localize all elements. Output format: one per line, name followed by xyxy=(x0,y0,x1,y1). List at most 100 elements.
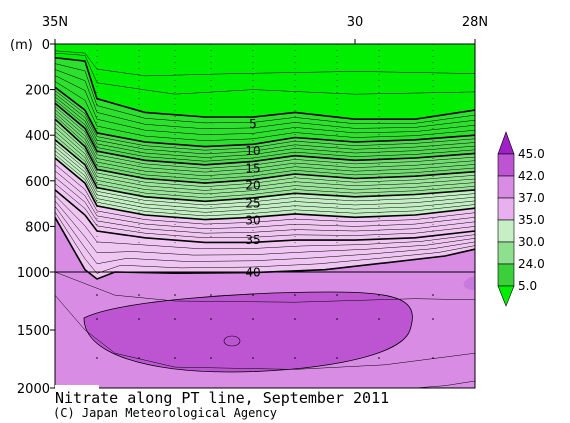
thin-contour-line xyxy=(54,50,476,77)
thin-contour-line xyxy=(54,112,476,177)
thin-contour-line xyxy=(54,131,476,195)
thin-contour-line xyxy=(54,75,476,135)
y-tick-label: 800 xyxy=(25,220,50,235)
station-dot xyxy=(336,318,338,320)
contour-fill xyxy=(55,44,475,388)
station-dot xyxy=(252,318,254,320)
contour-lines xyxy=(54,50,476,389)
station-dot xyxy=(336,357,338,359)
y-tick-label: 2000 xyxy=(17,382,50,397)
colorbar-swatch xyxy=(497,175,515,199)
axis-gap-mark xyxy=(55,385,99,389)
station-dot xyxy=(138,357,140,359)
thin-contour-line xyxy=(414,380,476,389)
contour-20 xyxy=(54,118,476,184)
contour-35 xyxy=(54,189,476,244)
x-tick-label: 30 xyxy=(347,15,364,30)
station-dot xyxy=(210,294,212,296)
thin-contour-line xyxy=(54,127,476,191)
contour-10 xyxy=(54,86,476,148)
colorbar-swatch xyxy=(497,241,515,265)
thin-contour-line xyxy=(54,123,476,187)
thin-contour-line xyxy=(54,90,476,151)
x-tick-label: 35N xyxy=(42,15,68,30)
contour-label: 20 xyxy=(245,178,260,192)
y-tick-label: 400 xyxy=(25,129,50,144)
station-dot xyxy=(210,318,212,320)
credit-text: (C) Japan Meteorological Agency xyxy=(53,406,277,420)
y-tick-label: 1000 xyxy=(17,266,50,281)
station-dot xyxy=(174,294,176,296)
contour-label: 35 xyxy=(245,233,260,247)
y-tick-label: 0 xyxy=(42,38,50,53)
thin-contour-line xyxy=(54,93,476,155)
contour-30 xyxy=(54,157,476,221)
station-dot xyxy=(378,318,380,320)
station-dot xyxy=(432,294,434,296)
station-dot xyxy=(138,318,140,320)
colorbar-label: 30.0 xyxy=(518,235,545,249)
thin-contour-line xyxy=(54,69,476,130)
station-dot xyxy=(252,294,254,296)
thin-contour-line xyxy=(54,206,476,265)
station-dot xyxy=(96,318,98,320)
axes: (m) 0 200 400 600 800 1000 1500 2000 35N 30 28N xyxy=(10,15,488,397)
colorbar: 45.0 42.0 37.0 35.0 30.0 24.0 5.0 xyxy=(497,131,545,307)
chart-title: Nitrate along PT line, September 2011 xyxy=(55,389,390,407)
colorbar-bottom-arrow xyxy=(497,285,515,307)
thin-contour-line xyxy=(54,211,476,274)
small-closed-contour xyxy=(223,335,241,347)
y-tick-label: 600 xyxy=(25,175,50,190)
colorbar-swatch xyxy=(497,197,515,221)
colorbar-label: 42.0 xyxy=(518,169,545,183)
station-dot xyxy=(432,357,434,359)
contour-label: 40 xyxy=(245,266,260,280)
y-axis-unit: (m) xyxy=(10,38,33,53)
colorbar-label: 37.0 xyxy=(518,191,545,205)
plot-frame xyxy=(54,43,476,389)
station-dot xyxy=(96,357,98,359)
station-dot xyxy=(432,318,434,320)
colorbar-label: 24.0 xyxy=(518,257,545,271)
contour-25 xyxy=(54,139,476,203)
thin-contour-line xyxy=(54,164,476,225)
contour-labels: 5 10 15 20 25 30 35 40 xyxy=(245,117,260,280)
thin-contour-line xyxy=(54,109,476,173)
contour-15 xyxy=(54,102,476,166)
thin-contour-line xyxy=(54,115,476,180)
station-dot xyxy=(174,357,176,359)
y-tick-label: 200 xyxy=(25,84,50,99)
colorbar-top-arrow xyxy=(497,131,515,155)
thin-contour-line xyxy=(54,99,476,162)
thin-contour-line xyxy=(54,146,476,209)
station-dot xyxy=(174,318,176,320)
station-dot xyxy=(252,357,254,359)
station-markers xyxy=(96,44,434,359)
thin-contour-line xyxy=(54,177,476,234)
thin-contour-line xyxy=(54,200,476,256)
colorbar-swatch xyxy=(497,153,515,177)
edge-region xyxy=(463,276,475,290)
thin-contour-line xyxy=(54,295,476,370)
station-dot xyxy=(138,294,140,296)
contour-label: 30 xyxy=(245,214,260,228)
station-dot xyxy=(378,357,380,359)
station-dot xyxy=(336,294,338,296)
station-dot xyxy=(96,294,98,296)
station-dot xyxy=(294,294,296,296)
thin-contour-line xyxy=(54,183,476,239)
station-dot xyxy=(294,357,296,359)
thin-contour-line xyxy=(54,96,476,158)
colorbar-swatch xyxy=(497,263,515,287)
colorbar-label: 35.0 xyxy=(518,213,545,227)
thin-contour-line xyxy=(54,271,476,303)
thin-contour-line xyxy=(54,135,476,198)
x-tick-label: 28N xyxy=(462,15,488,30)
thin-contour-line xyxy=(54,106,476,169)
contour-label: 25 xyxy=(245,197,260,211)
thin-contour-line xyxy=(54,81,476,141)
contour-40 xyxy=(54,216,476,280)
contour-5 xyxy=(54,56,476,120)
thin-contour-line xyxy=(54,195,476,249)
